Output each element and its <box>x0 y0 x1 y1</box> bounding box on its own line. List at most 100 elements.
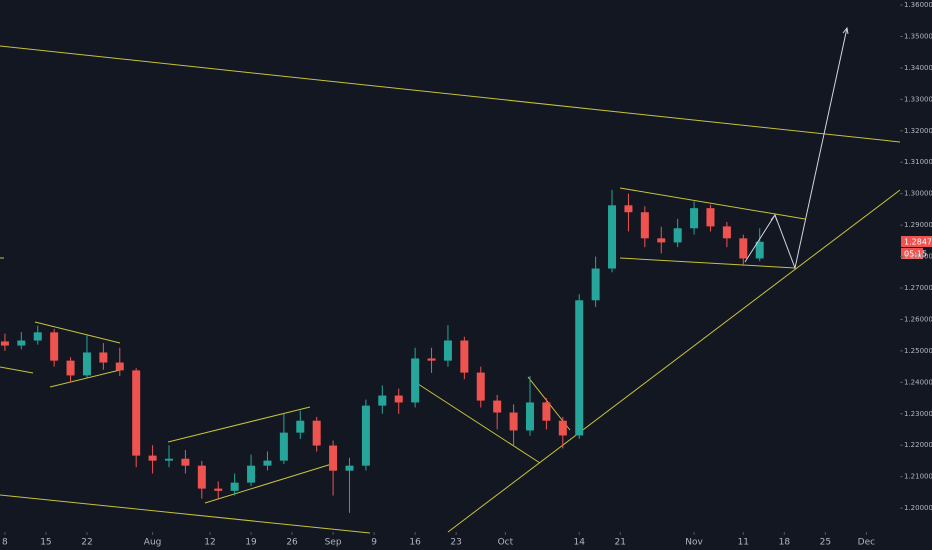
candle-body <box>17 340 26 346</box>
candle-body <box>66 360 75 376</box>
x-tick-label: 15 <box>40 538 51 548</box>
drawings <box>0 45 901 534</box>
candle-body <box>476 372 485 401</box>
candle-body <box>230 482 239 491</box>
trend-line <box>0 366 34 374</box>
candle-body <box>197 465 206 489</box>
x-tick-label: 18 <box>779 538 791 548</box>
candle-body <box>673 228 682 243</box>
trend-line <box>619 187 806 220</box>
x-tick-label: 14 <box>573 538 585 548</box>
x-tick-label: 12 <box>204 538 215 548</box>
candle-body <box>33 332 42 341</box>
projection <box>744 26 849 270</box>
candle-body <box>214 488 223 491</box>
candle-body <box>165 458 174 461</box>
candle-body <box>575 300 584 436</box>
candle-body <box>181 458 190 466</box>
candle-body <box>50 332 59 361</box>
y-tick-label: 1.36000 <box>904 1 932 9</box>
candle-body <box>755 241 764 259</box>
arrow-head <box>770 213 778 222</box>
candle-body <box>345 465 354 471</box>
trend-line <box>414 381 541 464</box>
candle-body <box>739 238 748 259</box>
y-tick-label: 1.27000 <box>904 284 932 292</box>
last-price: 1.28473 <box>904 238 932 247</box>
candle-body <box>82 352 91 376</box>
candle-body <box>247 465 256 483</box>
candle-body <box>115 362 124 371</box>
countdown: 05:15 <box>904 250 927 259</box>
y-tick-label: 1.28000 <box>904 253 932 261</box>
x-tick-label: Nov <box>685 538 703 548</box>
y-tick-label: 1.35000 <box>904 32 932 40</box>
candle-body <box>148 455 157 461</box>
candle-body <box>279 432 288 461</box>
x-tick-label: 21 <box>615 538 626 548</box>
y-tick-label: 1.25000 <box>904 347 932 355</box>
trend-line <box>0 45 901 143</box>
candle-body <box>263 460 272 466</box>
price-scale <box>900 0 932 550</box>
trend-line <box>0 494 371 534</box>
candle-body <box>509 412 518 431</box>
trend-line <box>619 257 796 269</box>
candle-body <box>132 370 141 456</box>
last-price-box <box>901 236 932 247</box>
y-tick-label: 1.22000 <box>904 441 932 449</box>
candle-body <box>329 445 338 471</box>
candle-body <box>460 340 469 373</box>
y-tick-label: 1.23000 <box>904 410 932 418</box>
candle-body <box>624 205 633 213</box>
y-tick-label: 1.29000 <box>904 221 932 229</box>
candle-body <box>525 402 534 431</box>
x-tick-label: Aug <box>144 538 162 548</box>
countdown-box <box>901 248 923 259</box>
y-tick-label: 1.32000 <box>904 127 932 135</box>
candle-body <box>640 212 649 239</box>
candle-body <box>706 208 715 227</box>
candle-body <box>443 340 452 361</box>
projection-path <box>744 27 848 270</box>
candle-body <box>0 341 9 346</box>
candle-body <box>591 268 600 301</box>
candle-body <box>394 395 403 403</box>
x-tick-label: 22 <box>81 538 92 548</box>
candle-body <box>378 395 387 406</box>
arrow-head <box>842 26 849 35</box>
candle-body <box>657 238 666 243</box>
y-tick-label: 1.24000 <box>904 378 932 386</box>
x-tick-label: 25 <box>820 538 831 548</box>
candle-body <box>608 205 617 269</box>
x-tick-label: 11 <box>738 538 749 548</box>
y-tick-label: 1.21000 <box>904 473 932 481</box>
x-tick-label: 19 <box>245 538 257 548</box>
trend-line <box>49 369 121 388</box>
trend-line <box>204 462 336 504</box>
y-tick-label: 1.26000 <box>904 315 932 323</box>
trend-line <box>447 189 901 533</box>
x-tick-label: 26 <box>286 538 298 548</box>
x-tick-label: 9 <box>371 538 377 548</box>
trend-line <box>167 406 311 443</box>
x-tick-label: Oct <box>498 538 514 548</box>
y-tick-label: 1.31000 <box>904 158 932 166</box>
candle-body <box>427 358 436 361</box>
candles <box>0 189 764 513</box>
x-tick-label: Dec <box>858 538 875 548</box>
y-tick-label: 1.20000 <box>904 504 932 512</box>
candle-body <box>361 405 370 466</box>
y-tick-label: 1.30000 <box>904 190 932 198</box>
x-tick-label: 23 <box>450 538 461 548</box>
candle-body <box>690 208 699 229</box>
candle-body <box>542 402 551 421</box>
x-tick-label: Sep <box>325 538 342 548</box>
y-tick-label: 1.34000 <box>904 64 932 72</box>
candle-body <box>99 352 108 363</box>
trend-line <box>34 321 121 344</box>
candle-body <box>558 420 567 436</box>
candle-body <box>296 420 305 433</box>
